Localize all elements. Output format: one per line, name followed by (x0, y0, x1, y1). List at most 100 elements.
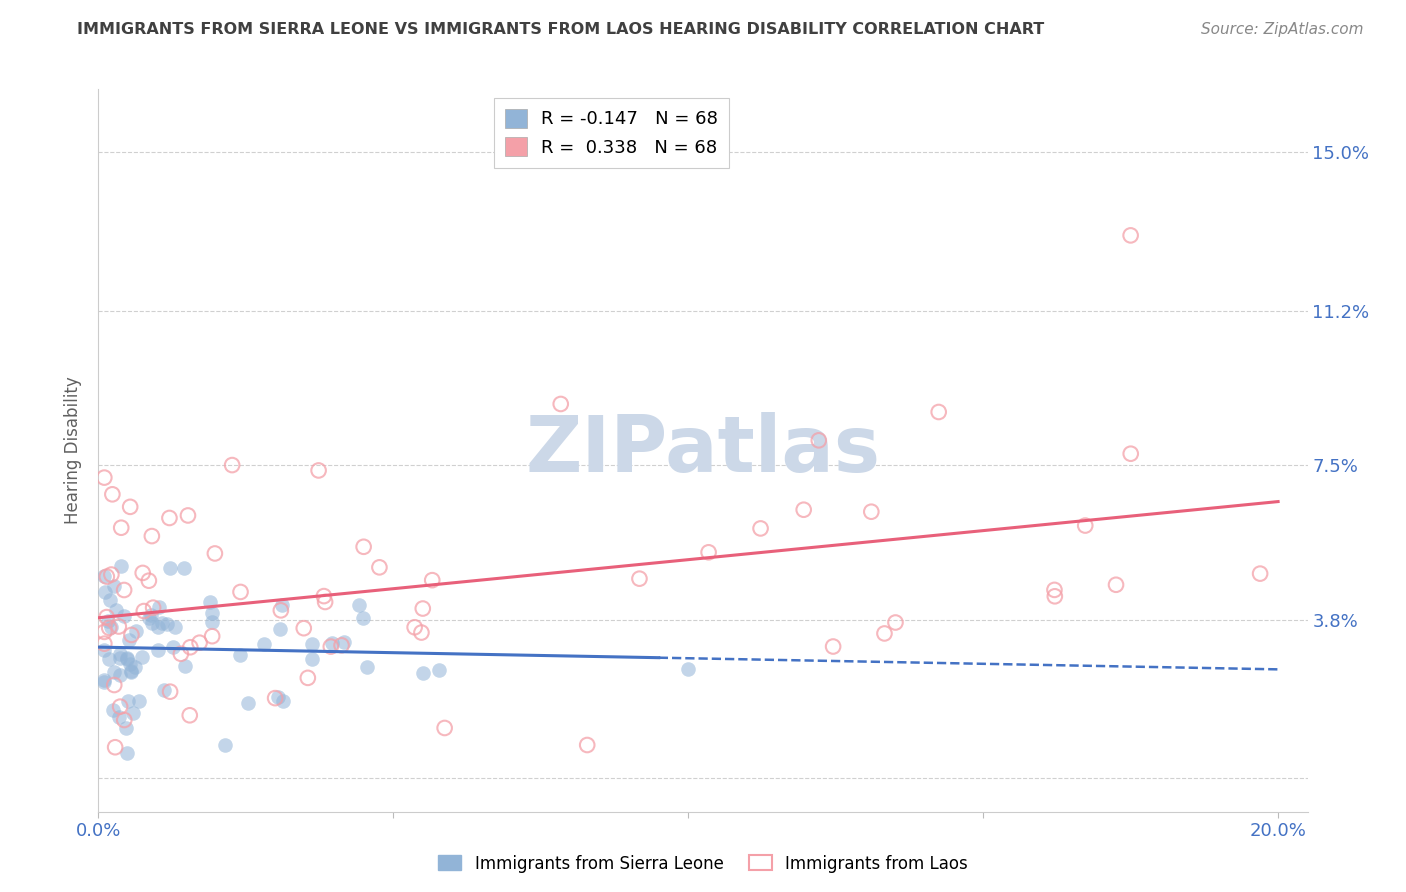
Point (120, 657, 142, 671)
Point (159, 684, 181, 698)
Point (100, 567, 122, 582)
Point (188, 636, 211, 650)
Legend: R = -0.147   N = 68, R =  0.338   N = 68: R = -0.147 N = 68, R = 0.338 N = 68 (495, 98, 730, 168)
Point (110, 647, 132, 661)
Point (204, 546, 226, 560)
Point (138, 610, 160, 624)
Point (132, 604, 155, 618)
Point (120, 665, 142, 679)
Point (93, 674, 115, 689)
Point (148, 600, 170, 615)
Point (98, 652, 121, 666)
Point (238, 697, 260, 711)
Point (264, 691, 287, 706)
Point (170, 647, 193, 661)
Point (576, 738, 599, 752)
Point (173, 561, 195, 575)
Point (201, 629, 224, 643)
Point (628, 572, 651, 586)
Legend: Immigrants from Sierra Leone, Immigrants from Laos: Immigrants from Sierra Leone, Immigrants… (432, 848, 974, 880)
Point (352, 611, 374, 625)
Point (159, 561, 181, 575)
Point (96, 610, 118, 624)
Point (104, 740, 127, 755)
Point (148, 643, 170, 657)
Point (412, 665, 434, 680)
Point (200, 595, 222, 609)
Point (165, 620, 187, 634)
Point (146, 620, 169, 634)
Point (427, 663, 450, 677)
Point (112, 609, 135, 624)
Point (97, 614, 120, 628)
Point (252, 637, 274, 651)
Text: Source: ZipAtlas.com: Source: ZipAtlas.com (1201, 22, 1364, 37)
Text: ZIPatlas: ZIPatlas (526, 412, 880, 489)
Point (110, 667, 132, 681)
Point (319, 640, 342, 654)
Point (173, 658, 195, 673)
Point (793, 502, 815, 516)
Point (412, 601, 434, 615)
Point (93, 673, 115, 687)
Point (179, 708, 201, 723)
Point (1119, 447, 1142, 461)
Point (314, 595, 336, 609)
Point (404, 620, 426, 634)
Point (103, 665, 125, 679)
Point (162, 640, 184, 655)
Point (93, 642, 115, 657)
Point (270, 603, 292, 617)
Point (101, 703, 124, 717)
Point (411, 625, 433, 640)
Point (100, 620, 122, 634)
Text: IMMIGRANTS FROM SIERRA LEONE VS IMMIGRANTS FROM LAOS HEARING DISABILITY CORRELAT: IMMIGRANTS FROM SIERRA LEONE VS IMMIGRAN… (77, 22, 1045, 37)
Y-axis label: Hearing Disability: Hearing Disability (65, 376, 83, 524)
Point (301, 637, 323, 651)
Point (271, 599, 294, 613)
Point (117, 694, 139, 708)
Point (142, 600, 165, 615)
Point (114, 721, 136, 735)
Point (928, 405, 950, 419)
Point (93, 470, 115, 484)
Point (550, 397, 572, 411)
Point (96, 569, 118, 583)
Point (110, 558, 132, 573)
Point (117, 651, 139, 665)
Point (93, 569, 115, 583)
Point (678, 662, 700, 676)
Point (292, 621, 315, 635)
Point (1105, 578, 1128, 592)
Point (103, 579, 125, 593)
Point (159, 511, 181, 525)
Point (115, 651, 138, 665)
Point (807, 434, 830, 448)
Point (333, 635, 356, 649)
Point (120, 628, 142, 642)
Point (229, 648, 252, 662)
Point (93, 624, 115, 639)
Point (1043, 582, 1066, 597)
Point (749, 521, 772, 535)
Point (131, 650, 153, 665)
Point (873, 626, 896, 640)
Point (312, 589, 335, 603)
Point (138, 574, 160, 588)
Point (141, 615, 163, 630)
Point (110, 521, 132, 535)
Point (98, 592, 121, 607)
Point (101, 487, 124, 501)
Point (1119, 228, 1142, 243)
Point (1249, 566, 1271, 581)
Point (356, 660, 378, 674)
Point (301, 652, 323, 666)
Point (115, 746, 138, 760)
Point (118, 633, 141, 648)
Point (108, 651, 131, 665)
Point (177, 508, 200, 523)
Point (105, 603, 128, 617)
Point (308, 463, 330, 477)
Point (353, 540, 375, 554)
Point (884, 615, 907, 630)
